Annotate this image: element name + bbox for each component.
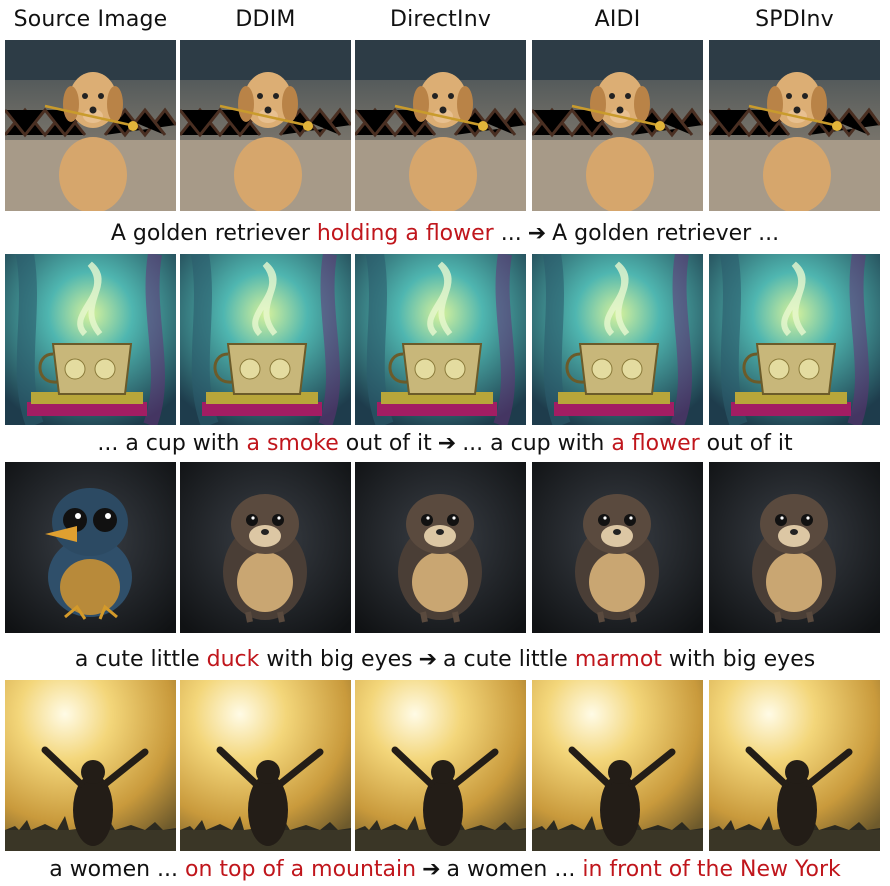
arrow-icon: ➔ <box>437 430 457 456</box>
arrow-icon: ➔ <box>418 646 438 672</box>
caption-text: ... <box>493 220 522 246</box>
arrow-icon: ➔ <box>422 856 441 882</box>
arrow-icon: ➔ <box>527 220 547 246</box>
caption-text: ... a cup with <box>462 430 612 456</box>
caption-highlight: a flower <box>611 430 700 456</box>
caption-text: a cute little <box>443 646 575 672</box>
aidi-image-cup <box>532 254 703 425</box>
caption-text: A golden retriever <box>110 220 317 246</box>
ddim-image-cup <box>180 254 351 425</box>
caption-text: out of it <box>699 430 793 456</box>
column-header-ddim: DDIM <box>235 6 296 32</box>
caption-highlight: holding a flower <box>316 220 494 246</box>
spdinv-image-cup <box>709 254 880 425</box>
caption-highlight: on top of a mountain <box>185 856 417 882</box>
caption-text: out of it <box>338 430 432 456</box>
aidi-image-dog <box>532 40 703 211</box>
column-header-spdinv: SPDInv <box>755 6 834 32</box>
caption-text: with big eyes <box>661 646 816 672</box>
source-image-dog <box>5 40 176 211</box>
directinv-image-dog <box>355 40 526 211</box>
source-image-duck <box>5 462 176 633</box>
caption-highlight: marmot <box>574 646 662 672</box>
aidi-image-marmot <box>532 462 703 633</box>
caption-row-1: A golden retriever holding a flower ... ➔… <box>0 216 890 250</box>
caption-text: a cute little <box>74 646 207 672</box>
directinv-image-cup <box>355 254 526 425</box>
ddim-image-dog <box>180 40 351 211</box>
directinv-image-marmot <box>355 462 526 633</box>
ddim-image-marmot <box>180 462 351 633</box>
spdinv-image-dog <box>709 40 880 211</box>
caption-highlight: duck <box>206 646 260 672</box>
source-image-cup <box>5 254 176 425</box>
column-header-directinv: DirectInv <box>389 6 492 32</box>
caption-highlight: a smoke <box>246 430 339 456</box>
caption-highlight: in front of the New York <box>582 856 841 882</box>
aidi-image-woman <box>532 680 703 851</box>
caption-row-4: a women ... on top of a mountain ➔ a women… <box>0 852 890 886</box>
spdinv-image-marmot <box>709 462 880 633</box>
caption-text: a women ... <box>446 856 583 882</box>
caption-text: A golden retriever ... <box>552 220 780 246</box>
column-header-aidi: AIDI <box>594 6 641 32</box>
caption-text: a women ... <box>49 856 186 882</box>
column-header-source: Source Image <box>13 6 168 32</box>
ddim-image-woman <box>180 680 351 851</box>
spdinv-image-woman <box>709 680 880 851</box>
caption-text: with big eyes <box>259 646 413 672</box>
caption-row-3: a cute little duck with big eyes ➔ a cute … <box>0 642 890 676</box>
source-image-woman <box>5 680 176 851</box>
directinv-image-woman <box>355 680 526 851</box>
caption-text: ... a cup with <box>97 430 247 456</box>
caption-row-2: ... a cup with a smoke out of it ➔... a c… <box>0 426 890 460</box>
